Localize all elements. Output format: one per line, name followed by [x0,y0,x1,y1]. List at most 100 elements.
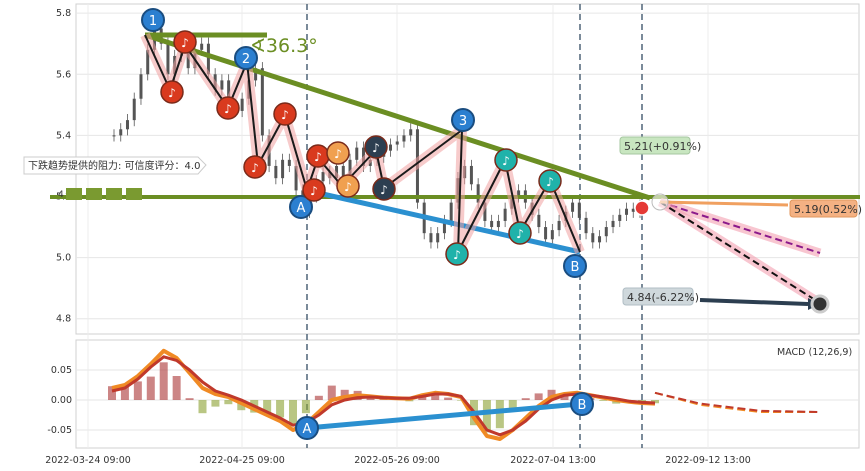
candle-body [321,172,325,182]
candle-body [557,220,561,231]
candle-body [611,220,615,228]
macd-forecast-line [654,391,821,413]
candle-body [503,208,507,221]
candle-body [227,80,231,105]
candle-body [604,227,608,237]
macd-lines [111,348,821,441]
candle-body [544,227,548,240]
wave-zigzag [140,32,585,257]
candle-body [476,184,480,203]
note-glyph: ♪ [516,227,524,241]
x-tick-label: 2022-04-25 09:00 [199,455,285,466]
price-y-tick-label: 5.6 [56,69,71,80]
x-tick-label: 2022-05-26 09:00 [354,455,440,466]
svg-text:B: B [571,260,580,275]
candle-body [355,147,359,160]
candle-body [429,233,433,243]
candle-body [112,135,116,137]
macd-bar [289,400,297,427]
svg-text:5.19(0.52%): 5.19(0.52%) [794,203,862,216]
macd-bar [314,395,323,400]
macd-y-tick-label: 0.00 [51,395,72,406]
note-marker-icon [326,141,350,165]
svg-text:1: 1 [149,14,157,29]
note-marker-icon [364,135,388,159]
note-marker-icon [216,96,240,120]
macd-bar [444,397,453,400]
candle-body [220,80,224,90]
macd-bar [276,400,285,418]
macd-bar [185,398,194,400]
note-marker-icon [160,80,184,104]
macd-wave-label-a: A [295,416,319,440]
candle-body [469,165,473,185]
note-glyph: ♪ [372,141,380,155]
macd-bar [172,376,181,400]
price-y-tick-label: 5.4 [56,130,71,141]
note-glyph: ♪ [380,183,388,197]
note-markers: ♪ ♪ ♪ ♪ ♪ ♪ ♪ ♪ ♪ ♪ ♪ ♪ ♪ ♪ ♪ [160,30,562,266]
candle-body [449,202,453,221]
candle-body [631,208,635,212]
note-glyph: ♪ [310,184,318,198]
candle-body [402,135,406,142]
macd-bar [534,393,543,400]
candle-body [125,120,129,130]
candle-body [274,165,278,179]
vertical-markers [306,4,643,448]
svg-text:B: B [578,398,587,413]
note-marker-icon [372,177,396,201]
macd-series-line [111,355,656,437]
macd-bar [108,386,116,400]
candle-body [409,129,413,136]
note-glyph: ♪ [334,147,342,161]
macd-y-tick-label: -0.05 [47,425,72,436]
forecast-end-marker [810,294,830,314]
forecast-start-marker [651,193,669,211]
wave-markers: 1 2 3 A B A B [141,8,594,440]
candle-body [496,220,500,228]
price-panel-frame [75,3,860,335]
macd-y-tick-label: 0.05 [51,365,72,376]
macd-panel-frame [75,339,860,449]
macd-divergence-line [306,401,581,431]
note-glyph: ♪ [453,248,461,262]
candle-body [166,43,170,75]
candle-body [584,217,588,234]
macd-wave-label-b: B [570,392,594,416]
candle-body [436,233,440,243]
candle-body [200,43,204,50]
note-glyph: ♪ [546,175,554,189]
x-tick-label: 2022-03-24 09:00 [45,455,131,466]
note-glyph: ♪ [344,180,352,194]
support-trendline [304,187,581,255]
price-y-tick-label: 4.8 [56,314,71,325]
wave-label-b: B [563,254,587,278]
candle-body [517,190,521,197]
note-glyph: ♪ [251,161,259,175]
target-badge-3: 4.84(-6.22%) [622,287,699,306]
candle-body [341,165,345,185]
candle-body [550,230,554,240]
candle-body [537,214,541,228]
macd-bar [224,400,233,405]
target-badge-1: 5.21(+0.91%) [619,136,701,155]
note-marker-icon [273,102,297,126]
candle-body [240,98,244,111]
macd-bar [599,400,608,401]
macd-bar [263,400,272,415]
candle-body [591,233,595,243]
resistance-trendline [144,32,651,201]
candle-body [388,144,392,151]
svg-text:A: A [297,201,306,216]
macd-bar [120,385,129,400]
svg-text:A: A [303,422,312,437]
x-axis: 2022-03-24 09:00 2022-04-25 09:00 2022-05-… [45,455,751,466]
note-glyph: ♪ [181,36,189,50]
candle-body [287,159,291,166]
note-marker-icon [336,174,360,198]
svg-text:5.21(+0.91%): 5.21(+0.91%) [624,140,701,153]
forecast-paths [634,193,830,314]
macd-bar [146,376,155,400]
